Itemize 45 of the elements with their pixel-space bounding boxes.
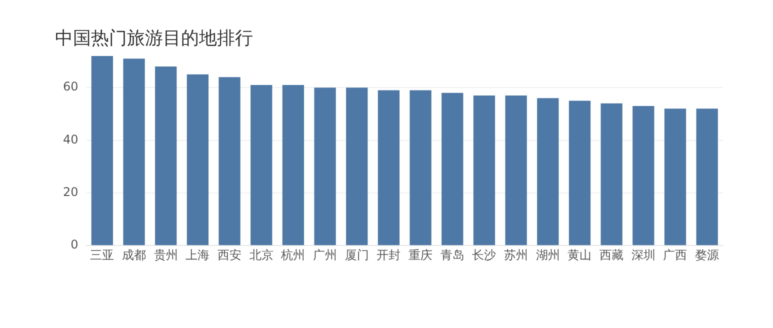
x-tick-label: 北京 (249, 248, 274, 262)
x-tick-label: 成都 (122, 248, 146, 262)
bar (664, 108, 686, 246)
y-tick-label: 60 (62, 80, 78, 94)
x-tick-label: 三亚 (90, 248, 114, 262)
bar (378, 90, 400, 246)
bar (91, 56, 114, 246)
y-tick-label: 20 (62, 185, 78, 200)
x-tick-label: 广州 (313, 248, 338, 262)
bar (600, 103, 622, 246)
x-tick-label: 西藏 (600, 248, 624, 262)
bar (250, 84, 272, 246)
x-tick-label: 重庆 (408, 248, 433, 262)
x-tick-label: 厦门 (344, 248, 369, 262)
bar (696, 108, 718, 246)
bar (346, 88, 368, 246)
x-tick-label: 开封 (376, 248, 401, 262)
y-tick-label: 0 (70, 238, 78, 252)
x-tick-label: 湖州 (536, 248, 560, 262)
chart-title: 中国热门旅游目的地排行 (55, 27, 253, 50)
bar (632, 106, 654, 246)
bar (568, 100, 591, 246)
bar (505, 96, 527, 246)
bar (410, 90, 432, 246)
x-tick-label: 青岛 (440, 248, 464, 262)
bar (186, 74, 209, 246)
bar (155, 66, 177, 246)
bar (537, 98, 559, 246)
x-tick-label: 贵州 (154, 248, 178, 262)
x-tick-label: 黄山 (568, 248, 592, 262)
bar (442, 92, 464, 246)
bar (123, 58, 145, 246)
x-tick-label: 苏州 (504, 248, 528, 262)
x-tick-label: 杭州 (280, 248, 306, 262)
bar (473, 96, 496, 246)
x-tick-label: 长沙 (472, 248, 496, 262)
bar (314, 88, 336, 246)
y-tick-label: 40 (62, 132, 78, 146)
x-tick-label: 广西 (663, 248, 688, 262)
x-tick-label: 西安 (218, 248, 242, 262)
x-tick-label: 深圳 (631, 248, 656, 262)
bar (218, 77, 240, 246)
x-tick-label: 婺源 (695, 248, 720, 262)
x-tick-label: 上海 (186, 248, 210, 262)
bar (282, 84, 304, 246)
